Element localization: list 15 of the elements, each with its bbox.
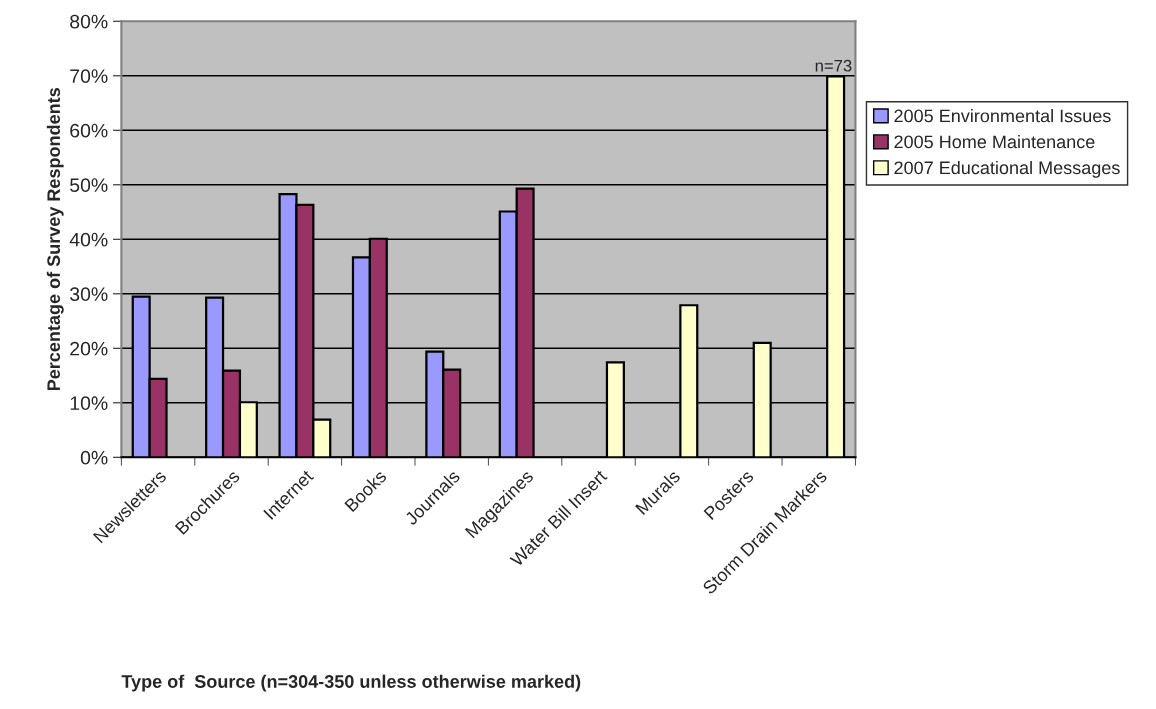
x-axis-title: Type of Source (n=304-350 unless otherwise marked) <box>121 674 581 692</box>
annotation: n=73 <box>815 59 852 72</box>
y-tick-label: 30% <box>70 287 108 302</box>
y-tick-label: 50% <box>70 178 108 193</box>
y-tick-label: 0% <box>80 450 108 465</box>
y-tick-label: 40% <box>69 232 108 247</box>
legend-label: 2005 Environmental Issues <box>894 109 1111 123</box>
y-tick-label: 10% <box>70 396 108 411</box>
y-axis-title: Percentage of Survey Respondents <box>46 88 64 391</box>
y-tick-label: 20% <box>70 341 108 356</box>
y-tick-label: 70% <box>70 69 108 84</box>
legend-label: 2007 Educational Messages <box>894 160 1120 178</box>
y-tick-label: 60% <box>70 123 108 138</box>
y-tick-label: 80% <box>70 14 108 29</box>
legend-label: 2005 Home Maintenance <box>894 134 1095 149</box>
